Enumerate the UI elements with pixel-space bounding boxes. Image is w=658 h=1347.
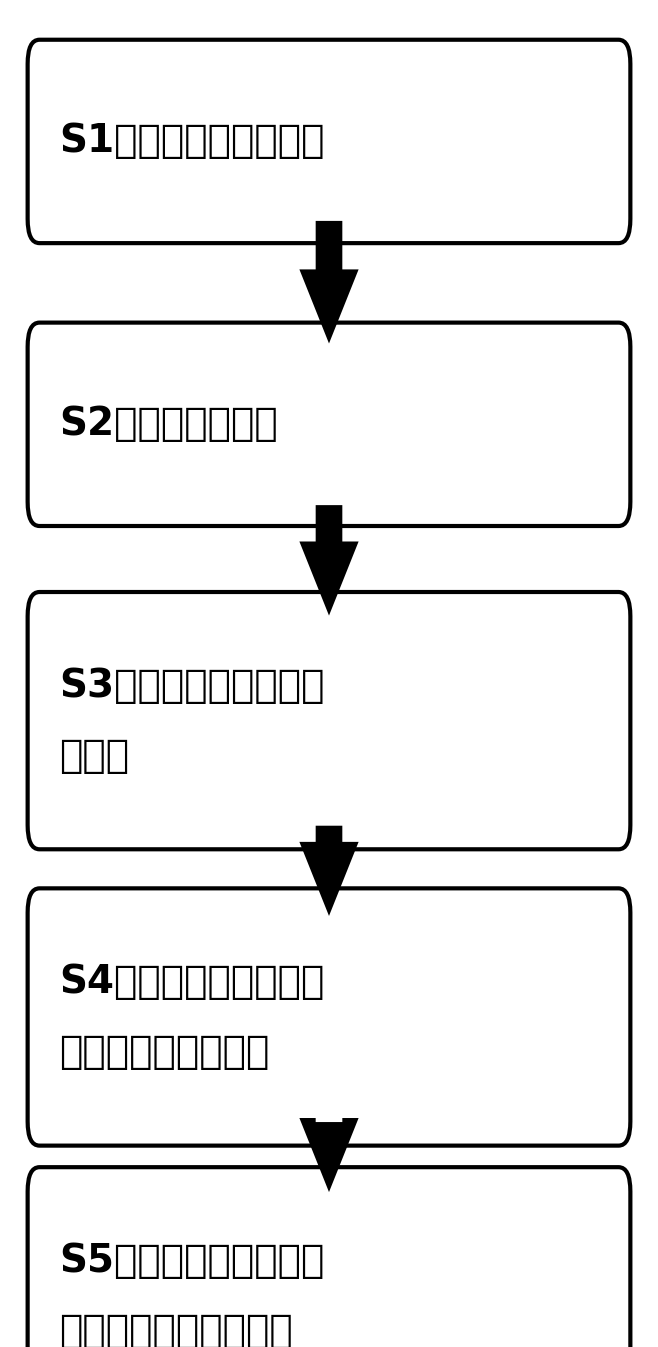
Polygon shape: [299, 221, 359, 343]
Text: 输入进行布尔逻辑运算: 输入进行布尔逻辑运算: [59, 1312, 293, 1347]
Text: S4、电压值作为逻辑输: S4、电压值作为逻辑输: [59, 963, 324, 1001]
Polygon shape: [299, 505, 359, 616]
FancyBboxPatch shape: [28, 322, 630, 525]
Text: S1、设定逻辑状态含义: S1、设定逻辑状态含义: [59, 123, 324, 160]
Polygon shape: [299, 826, 359, 916]
Text: 现方案: 现方案: [59, 737, 130, 775]
Text: S3、设计复杂运算的实: S3、设计复杂运算的实: [59, 667, 324, 704]
FancyBboxPatch shape: [28, 889, 630, 1145]
Text: S5、器件状态作为逻辑: S5、器件状态作为逻辑: [59, 1242, 324, 1280]
Polygon shape: [299, 1118, 359, 1192]
Text: S2、设定器件结构: S2、设定器件结构: [59, 405, 278, 443]
Text: 入进行布尔逻辑运算: 入进行布尔逻辑运算: [59, 1033, 270, 1071]
FancyBboxPatch shape: [28, 40, 630, 242]
FancyBboxPatch shape: [28, 1167, 630, 1347]
FancyBboxPatch shape: [28, 593, 630, 850]
